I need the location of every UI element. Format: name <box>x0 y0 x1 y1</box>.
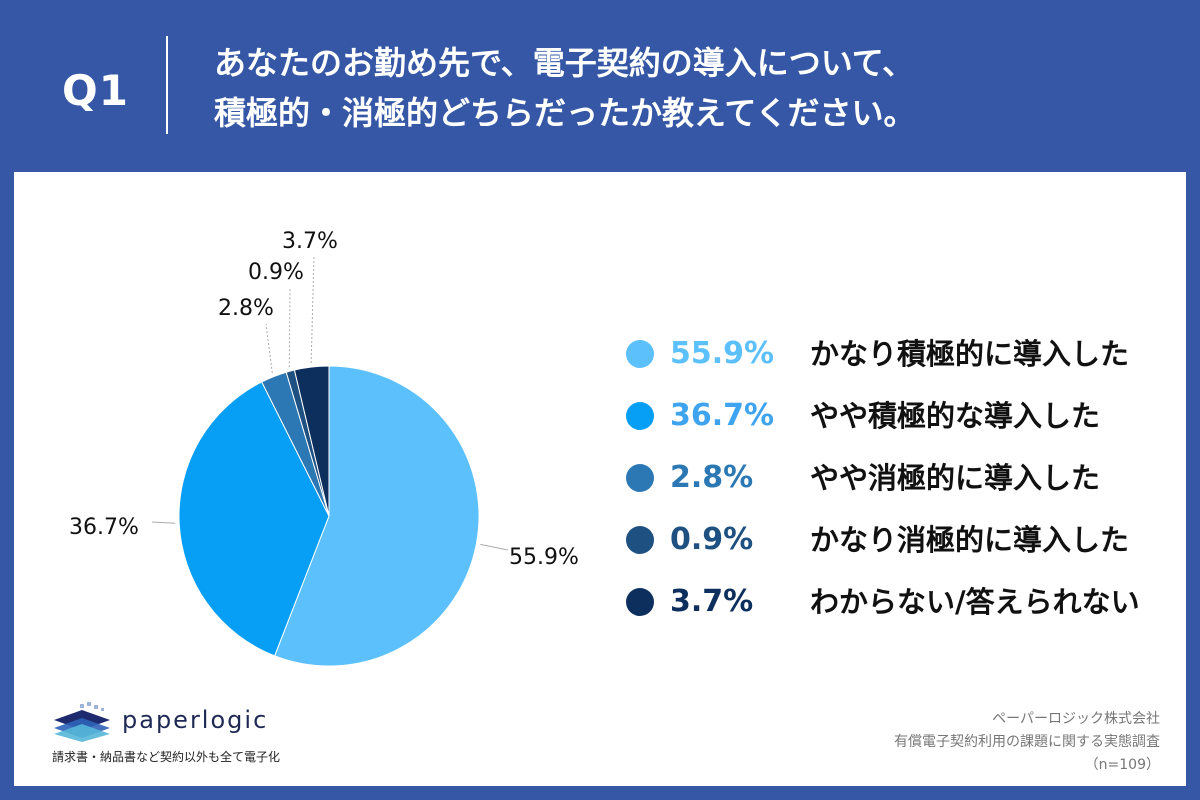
pie-slice <box>274 365 480 667</box>
slice-label: 55.9% <box>509 545 579 570</box>
source-note: ペーパーロジック株式会社 有償電子契約利用の課題に関する実態調査 （n=109） <box>894 708 1160 777</box>
sample-size: （n=109） <box>1084 757 1160 773</box>
leader-line <box>265 323 273 373</box>
legend-percent: 55.9% <box>670 336 775 371</box>
leader-line <box>288 287 291 368</box>
logo-name: paperlogic <box>122 706 269 734</box>
legend-label: やや消極的に導入した <box>810 461 1101 495</box>
legend-label: かなり積極的に導入した <box>810 337 1130 371</box>
logo-tagline: 請求書・納品書など契約以外も全て電子化 <box>52 750 281 764</box>
chart-panel: 55.9% 36.7% 2.8% 0.9% 3.7% 55.9% かなり積極的に導入した 3… <box>14 172 1186 786</box>
slice-label: 36.7% <box>69 515 139 540</box>
legend-percent: 0.9% <box>670 522 754 557</box>
slice-label: 2.8% <box>218 296 274 321</box>
pie-slice <box>178 381 330 657</box>
legend-swatch <box>626 340 654 368</box>
source-survey: 有償電子契約利用の課題に関する実態調査 <box>894 734 1160 750</box>
legend-swatch <box>626 588 654 616</box>
legend-percent: 2.8% <box>670 460 754 495</box>
title-line-1: あなたのお勤め先で、電子契約の導入について、 <box>214 44 915 82</box>
question-number: Q1 <box>62 66 129 115</box>
legend-label: わからない/答えられない <box>810 585 1140 619</box>
legend-label: やや積極的な導入した <box>810 399 1101 433</box>
legend-swatch <box>626 526 654 554</box>
leader-line <box>151 521 176 524</box>
question-title: あなたのお勤め先で、電子契約の導入について、 積極的・消極的どちらだったか教えて… <box>214 38 915 138</box>
pie-slice <box>293 365 330 517</box>
slice-label: 0.9% <box>248 260 304 285</box>
legend-swatch <box>626 402 654 430</box>
leader-line <box>480 543 509 551</box>
legend-swatch <box>626 464 654 492</box>
legend-label: かなり消極的に導入した <box>810 523 1130 557</box>
title-line-2: 積極的・消極的どちらだったか教えてください。 <box>214 94 916 132</box>
paperlogic-logo-icon <box>54 702 110 742</box>
leader-line <box>310 255 315 364</box>
legend-percent: 36.7% <box>670 398 775 433</box>
header: Q1 あなたのお勤め先で、電子契約の導入について、 積極的・消極的どちらだったか… <box>0 0 1200 170</box>
source-company: ペーパーロジック株式会社 <box>992 711 1160 727</box>
header-divider <box>166 36 168 134</box>
slice-label: 3.7% <box>282 229 338 254</box>
legend-percent: 3.7% <box>670 584 754 619</box>
pie-chart: 55.9% 36.7% 2.8% 0.9% 3.7% <box>69 229 579 667</box>
